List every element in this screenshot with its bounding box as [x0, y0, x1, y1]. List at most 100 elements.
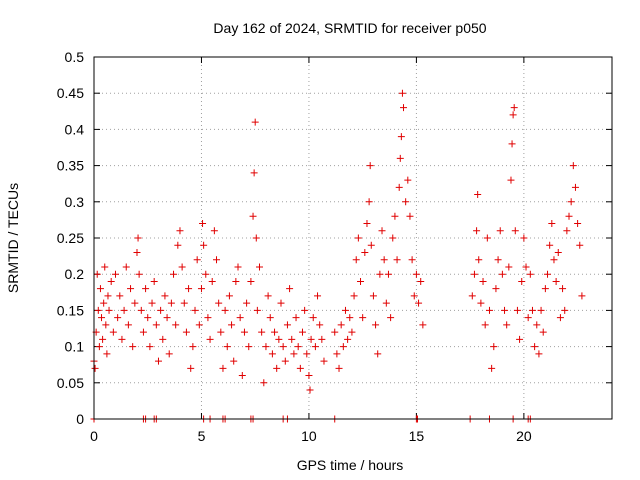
data-point — [354, 234, 362, 242]
data-point — [516, 335, 524, 343]
data-point — [277, 299, 285, 307]
data-point — [571, 183, 579, 191]
data-point — [221, 306, 229, 314]
data-point — [537, 306, 545, 314]
data-point — [492, 285, 500, 293]
data-point — [102, 321, 110, 329]
data-point — [408, 256, 416, 264]
data-point — [316, 321, 324, 329]
data-point — [187, 364, 195, 372]
data-point — [208, 277, 216, 285]
data-point — [159, 335, 167, 343]
data-point — [477, 299, 485, 307]
data-point — [507, 176, 515, 184]
data-point — [395, 183, 403, 191]
data-point — [114, 314, 122, 322]
data-point — [352, 256, 360, 264]
data-point — [331, 328, 339, 336]
data-point — [264, 292, 272, 300]
data-point — [228, 321, 236, 329]
data-point — [217, 328, 225, 336]
data-point — [367, 241, 375, 249]
data-point — [137, 306, 145, 314]
data-point — [103, 350, 111, 358]
data-point — [298, 328, 306, 336]
data-point — [262, 343, 270, 351]
data-point — [391, 212, 399, 220]
data-point — [511, 227, 519, 235]
data-point — [268, 350, 276, 358]
data-point — [396, 154, 404, 162]
data-point — [219, 364, 227, 372]
data-point — [174, 241, 182, 249]
data-point — [202, 270, 210, 278]
data-point — [417, 277, 425, 285]
data-point — [279, 343, 287, 351]
data-point — [252, 234, 260, 242]
data-point — [341, 306, 349, 314]
data-point — [541, 285, 549, 293]
data-point — [563, 227, 571, 235]
data-point — [99, 335, 107, 343]
y-axis-label: SRMTID / TECUs — [5, 183, 21, 293]
data-point — [93, 270, 101, 278]
data-point — [139, 328, 147, 336]
data-point — [294, 343, 302, 351]
x-tick-label: 10 — [301, 428, 317, 444]
data-point — [133, 248, 141, 256]
data-point — [191, 306, 199, 314]
data-point — [152, 321, 160, 329]
data-point — [142, 285, 150, 293]
x-tick-label: 15 — [409, 428, 425, 444]
y-tick-label: 0.15 — [57, 302, 84, 318]
data-point — [554, 248, 562, 256]
data-point — [249, 212, 257, 220]
data-point — [223, 343, 231, 351]
data-point — [535, 350, 543, 358]
data-point — [366, 162, 374, 170]
data-point — [378, 227, 386, 235]
data-point — [496, 227, 504, 235]
data-point — [144, 314, 152, 322]
data-point — [473, 227, 481, 235]
data-point — [204, 314, 212, 322]
data-point — [369, 292, 377, 300]
data-point — [243, 299, 251, 307]
data-point — [337, 321, 345, 329]
data-point — [154, 357, 162, 365]
data-point — [415, 299, 423, 307]
y-tick-label: 0.05 — [57, 375, 84, 391]
data-point — [552, 277, 560, 285]
data-point — [100, 299, 108, 307]
data-point — [307, 335, 315, 343]
data-point — [275, 335, 283, 343]
data-point — [303, 350, 311, 358]
data-point — [574, 220, 582, 228]
data-point — [393, 256, 401, 264]
data-point — [95, 343, 103, 351]
data-point — [165, 350, 173, 358]
x-axis-label: GPS time / hours — [297, 457, 404, 473]
data-point — [189, 343, 197, 351]
data-point — [232, 277, 240, 285]
data-point — [118, 335, 126, 343]
data-point — [350, 292, 358, 300]
data-point — [522, 263, 530, 271]
data-point — [485, 306, 493, 314]
data-point — [150, 277, 158, 285]
data-point — [146, 343, 154, 351]
data-point — [286, 285, 294, 293]
data-point — [148, 299, 156, 307]
data-point — [524, 314, 532, 322]
data-point — [170, 270, 178, 278]
data-point — [387, 314, 395, 322]
data-point — [488, 364, 496, 372]
data-point — [131, 299, 139, 307]
data-point — [309, 314, 317, 322]
data-point — [513, 306, 521, 314]
data-point — [266, 314, 274, 322]
data-point — [107, 277, 115, 285]
data-point — [412, 270, 420, 278]
data-point — [251, 118, 259, 126]
